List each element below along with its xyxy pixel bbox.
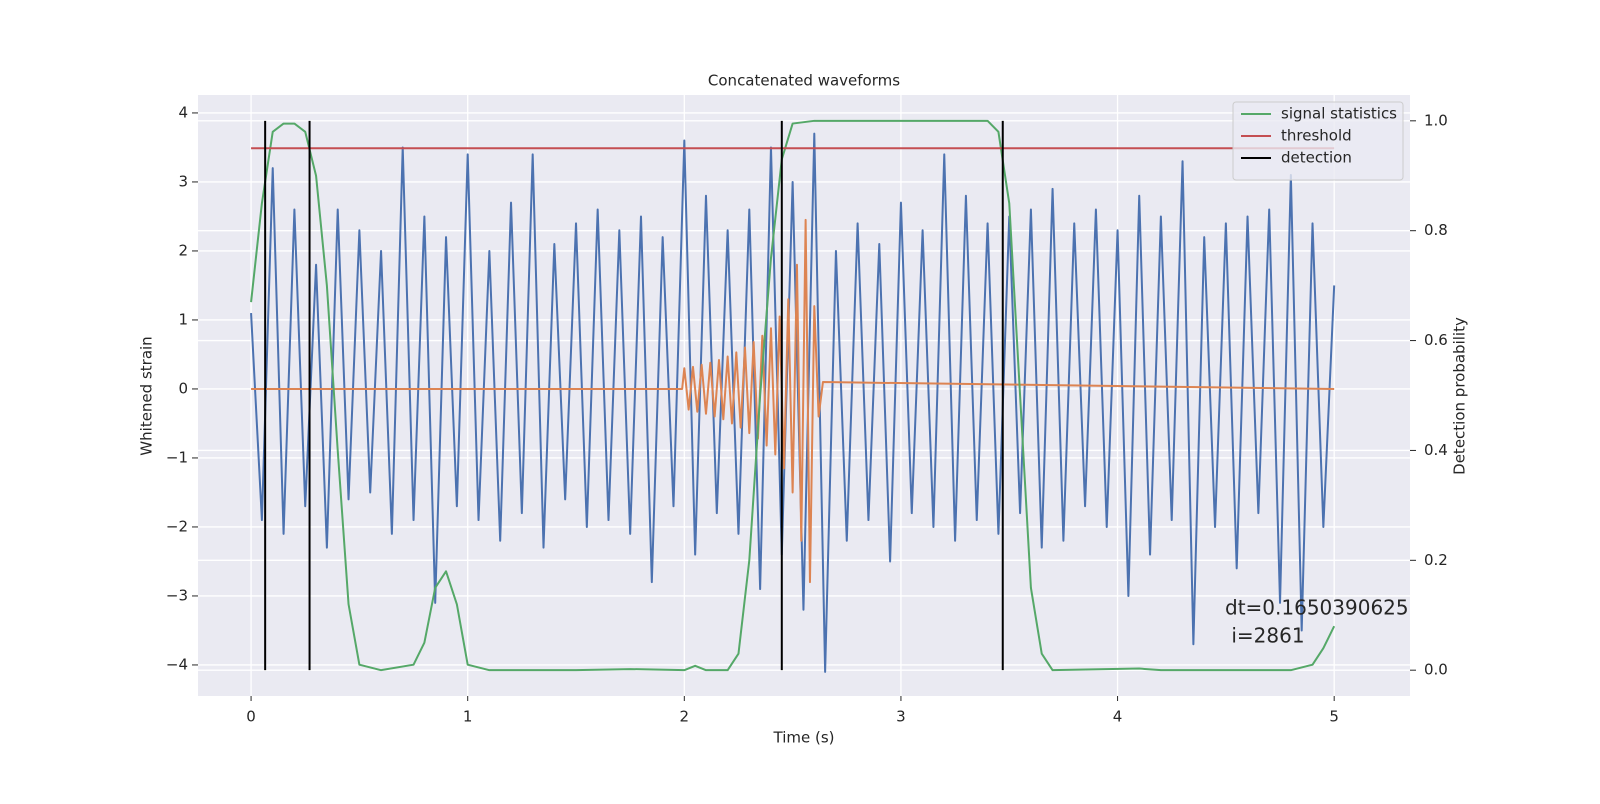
axes: 0 1 2 3 4 5 −4 −3 −2 −1 0 1 2 3 4 0.0 0.2 0.4 0.6 0.8 1.0 (166, 103, 1448, 725)
marks (250, 119, 1336, 673)
series-line (251, 218, 1335, 584)
annotation: i=2861 (1225, 624, 1305, 648)
legend-box (1232, 101, 1404, 181)
y-tick-label: 3 (178, 172, 188, 190)
chart-title: Concatenated waveforms (708, 72, 900, 90)
y-tick-label: 0 (178, 379, 188, 397)
series-line (250, 119, 1336, 672)
y2-tick-label: 0.6 (1424, 331, 1448, 349)
y2-tick-label: 0.2 (1424, 551, 1448, 569)
y2-tick-label: 0.0 (1424, 661, 1448, 679)
x-tick-label: 1 (463, 708, 473, 726)
x-tick-label: 4 (1113, 708, 1123, 726)
legend-label: detection (1281, 149, 1352, 167)
y-tick-label: 1 (178, 310, 188, 328)
x-tick-label: 5 (1329, 708, 1339, 726)
y-tick-label: −4 (166, 655, 188, 673)
x-tick-label: 0 (246, 708, 256, 726)
y-tick-label: −2 (166, 517, 188, 535)
y-tick-label: 4 (178, 103, 188, 121)
y-axis-label: Whitened strain (138, 336, 156, 455)
y2-axis-label: Detection probability (1451, 317, 1469, 475)
x-tick-label: 3 (896, 708, 906, 726)
y-tick-label: −3 (166, 586, 188, 604)
y-tick-label: 2 (178, 241, 188, 259)
y2-tick-label: 1.0 (1424, 111, 1448, 129)
legend: signal statistics threshold detection (1232, 101, 1404, 181)
legend-label: threshold (1281, 127, 1352, 145)
series-line (250, 132, 1336, 673)
x-axis-label: Time (s) (773, 729, 835, 747)
annotation: dt=0.1650390625 (1225, 596, 1409, 620)
y2-tick-label: 0.4 (1424, 441, 1448, 459)
y2-tick-label: 0.8 (1424, 221, 1448, 239)
y-tick-label: −1 (166, 448, 188, 466)
legend-label: signal statistics (1281, 105, 1397, 123)
x-tick-label: 2 (680, 708, 690, 726)
